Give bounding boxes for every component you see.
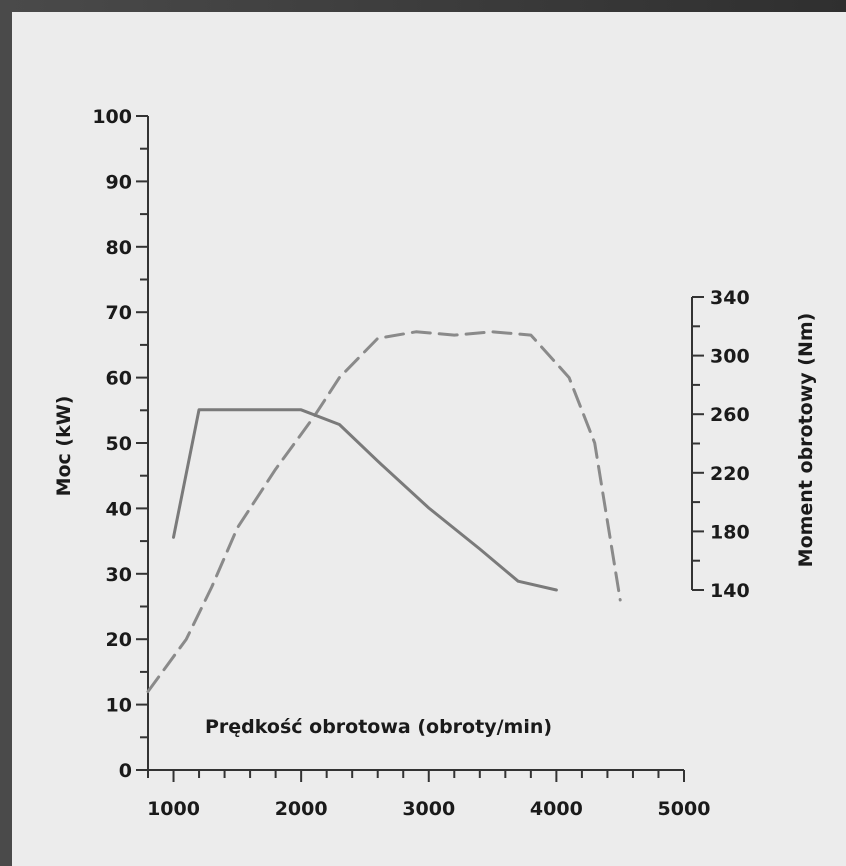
y2-tick-label: 220 — [710, 463, 750, 485]
y-tick-label: 100 — [92, 106, 132, 128]
y2-axis-title: Moment obrotowy (Nm) — [795, 313, 817, 568]
x-axis-title: Prędkość obrotowa (obroty/min) — [205, 716, 552, 738]
torque-curve — [172, 408, 558, 592]
x-tick-label: 4000 — [530, 798, 583, 820]
y-tick-label: 50 — [106, 433, 132, 455]
y-tick-label: 0 — [119, 760, 132, 782]
x-tick-label: 2000 — [275, 798, 328, 820]
x-tick-label: 1000 — [147, 798, 200, 820]
x-tick-label: 3000 — [402, 798, 455, 820]
ticks: 0 10 20 30 40 50 60 70 80 90 100 1000 2000 3000 4000 50… — [92, 106, 749, 820]
y-tick-label: 70 — [106, 302, 132, 324]
series-lines — [146, 330, 622, 693]
y-tick-label: 10 — [106, 695, 132, 717]
y2-tick-label: 180 — [710, 521, 750, 543]
y2-tick-label: 260 — [710, 404, 750, 426]
y-tick-label: 90 — [106, 171, 132, 193]
x-tick-label: 5000 — [658, 798, 711, 820]
chart-panel — [12, 12, 846, 866]
y-axis-title: Moc (kW) — [53, 396, 75, 497]
y2-tick-label: 140 — [710, 580, 750, 602]
y2-tick-label: 340 — [710, 287, 750, 309]
y-tick-label: 20 — [106, 629, 132, 651]
y-tick-label: 80 — [106, 237, 132, 259]
axes — [147, 116, 693, 771]
y2-tick-label: 300 — [710, 346, 750, 368]
y-tick-label: 40 — [106, 498, 132, 520]
power-curve — [146, 330, 622, 693]
y-tick-label: 60 — [106, 368, 132, 390]
y-tick-label: 30 — [106, 564, 132, 586]
